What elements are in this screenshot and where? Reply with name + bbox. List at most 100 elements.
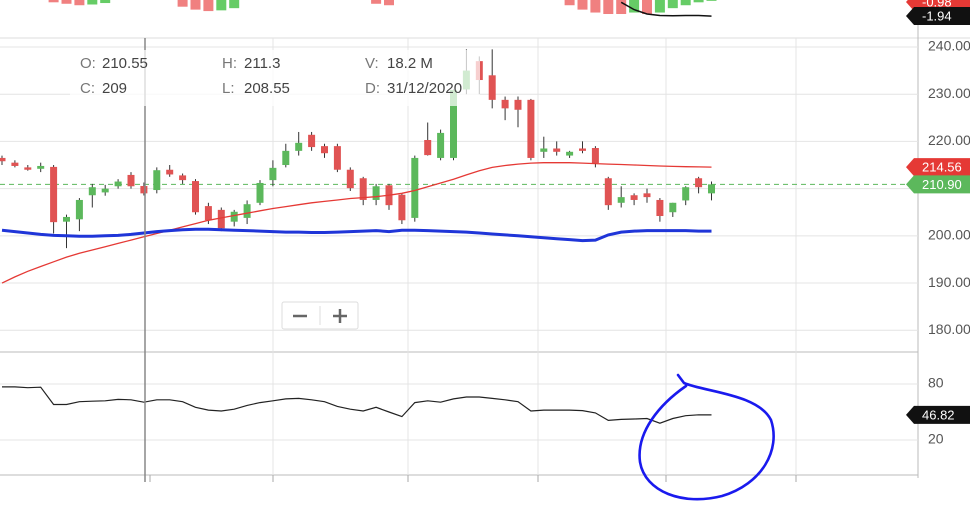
candle-body xyxy=(346,169,354,189)
candle-body xyxy=(333,146,341,170)
macd-bar xyxy=(229,0,240,9)
info-value: 18.2 M xyxy=(387,55,433,72)
info-box xyxy=(70,50,480,106)
x-ticks xyxy=(149,475,797,482)
candle-body xyxy=(101,188,109,193)
candle-body xyxy=(411,157,419,218)
macd-bar xyxy=(667,0,678,9)
info-label: H: xyxy=(222,55,237,72)
candle-body xyxy=(153,170,161,191)
macd-bar xyxy=(629,0,640,13)
candle-body xyxy=(540,148,548,152)
candle-body xyxy=(372,186,380,200)
candle-body xyxy=(450,89,457,158)
info-label: C: xyxy=(80,80,95,97)
candle-body xyxy=(269,167,277,181)
macd-bar xyxy=(603,0,614,15)
y-tick-label: 190.00 xyxy=(928,274,970,290)
candle-body xyxy=(566,151,574,156)
price-tag-label: -0.98 xyxy=(922,0,952,9)
candle-body xyxy=(424,139,432,156)
candle-body xyxy=(24,167,32,170)
candle-body xyxy=(437,132,445,158)
candle-body xyxy=(398,194,406,221)
zoom-control xyxy=(281,301,359,330)
info-label: V: xyxy=(365,55,379,72)
rsi-line xyxy=(2,386,712,424)
candle-body xyxy=(488,75,496,100)
candle-body xyxy=(501,99,509,109)
macd-bar xyxy=(616,0,627,15)
price-tag-label: -1.94 xyxy=(922,8,952,23)
price-tag xyxy=(906,7,970,26)
price-tag-label: 210.90 xyxy=(922,177,962,192)
info-label: L: xyxy=(222,80,235,97)
candle-body xyxy=(37,165,45,169)
macd-signal xyxy=(620,1,712,17)
candle-body xyxy=(179,175,187,181)
macd-bar xyxy=(48,0,59,3)
macd-bar xyxy=(203,0,214,12)
candle-body xyxy=(643,193,651,198)
candle-body xyxy=(656,199,664,217)
macd-bar xyxy=(216,0,227,11)
candle-body xyxy=(514,99,522,110)
candle-body xyxy=(604,178,612,206)
price-tag xyxy=(906,158,970,177)
candle-body xyxy=(321,146,328,154)
candle-body xyxy=(0,157,6,162)
candle-body xyxy=(359,178,367,200)
candle-body xyxy=(140,186,148,194)
candle-body xyxy=(166,169,174,175)
zoom-in[interactable] xyxy=(333,309,347,323)
candle-body xyxy=(50,166,58,223)
macd-bar xyxy=(61,0,72,4)
candle-body xyxy=(230,211,238,222)
candle-body xyxy=(630,195,638,200)
macd-bar xyxy=(590,0,601,13)
candle-body xyxy=(75,199,83,220)
candle-body xyxy=(217,209,225,229)
macd-bar xyxy=(190,0,201,10)
macd-bar xyxy=(706,0,717,1)
y-tick-label: 20 xyxy=(928,431,944,447)
candle-body xyxy=(682,187,690,201)
macd-bar xyxy=(177,0,188,7)
candle-body xyxy=(295,142,303,151)
candle-body xyxy=(695,178,703,188)
y-tick-label: 200.00 xyxy=(928,227,970,243)
macd-bar xyxy=(371,0,382,4)
moving-average xyxy=(1,162,712,284)
price-tag xyxy=(906,175,970,194)
candle-body xyxy=(127,174,135,187)
macd-bar xyxy=(87,0,98,5)
candle-body xyxy=(591,148,599,164)
candle-body xyxy=(708,184,715,194)
y-axis: 180.00190.00200.00210.00220.00230.00240.… xyxy=(906,0,970,447)
info-value: 210.55 xyxy=(102,55,148,72)
candle-body xyxy=(114,181,122,187)
candle-body xyxy=(63,216,70,222)
macd-bar xyxy=(680,0,691,6)
candle-body xyxy=(579,148,586,151)
ohlc-info: O: 210.55 H: 211.3 V: 18.2 M C: 209 L: 208.55 D: 31… xyxy=(80,55,462,97)
y-tick-label: 220.00 xyxy=(928,132,970,148)
background xyxy=(0,0,970,482)
candle-body xyxy=(553,148,561,152)
y-tick-label: 230.00 xyxy=(928,85,970,101)
candle-body xyxy=(527,99,535,158)
info-label: O: xyxy=(80,55,96,72)
candle-body xyxy=(88,187,96,196)
candle-body xyxy=(282,150,290,166)
hand-drawn-circle xyxy=(638,373,775,501)
macd-bar xyxy=(654,0,665,13)
y-tick-label: 180.00 xyxy=(928,321,970,337)
macd-bar xyxy=(100,0,111,4)
price-tag-label: 214.56 xyxy=(922,160,962,175)
macd-bar xyxy=(564,0,575,6)
macd-bar xyxy=(74,0,85,6)
candle-body xyxy=(11,162,19,166)
vertical-grid xyxy=(272,38,797,475)
info-value: 31/12/2020 xyxy=(387,80,462,97)
